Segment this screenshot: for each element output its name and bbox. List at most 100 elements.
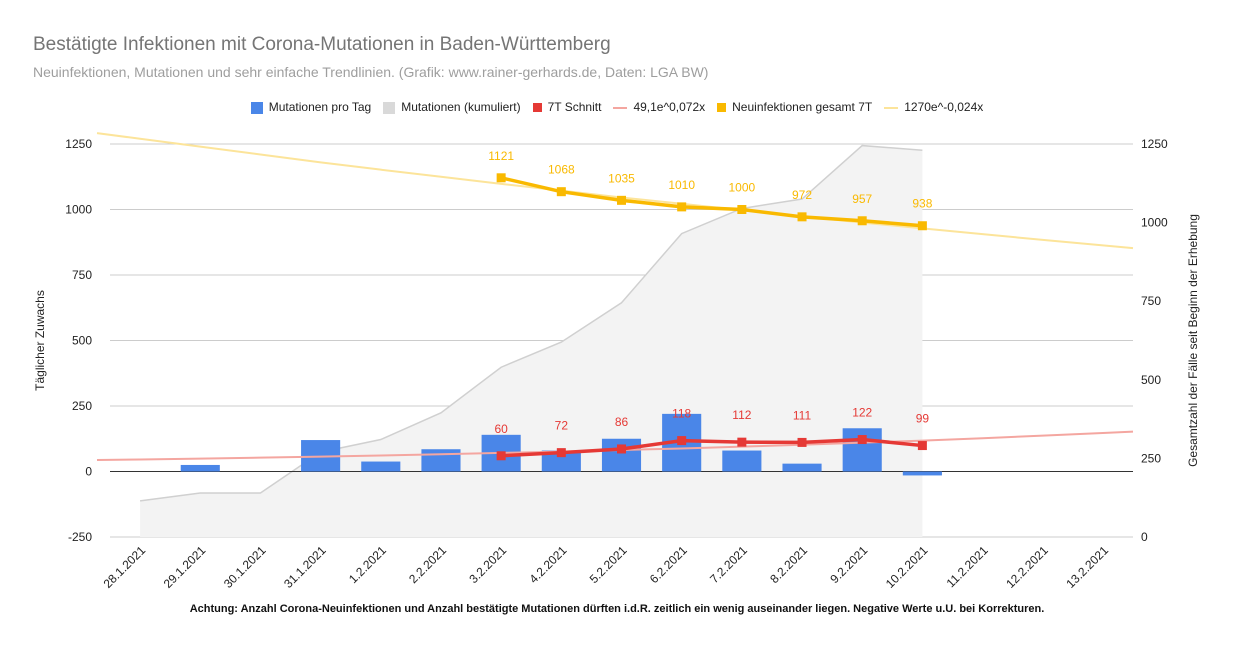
x-tick-label: 29.1.2021 [161, 543, 209, 591]
legend-swatch [383, 101, 396, 114]
x-tick-label: 28.1.2021 [101, 543, 149, 591]
data-point [617, 444, 626, 454]
data-label: 1068 [548, 163, 575, 177]
data-point [617, 195, 626, 205]
data-point [917, 441, 927, 451]
y2-tick-label: 1000 [1141, 216, 1168, 230]
chart-subtitle: Neuinfektionen, Mutationen und sehr einf… [33, 64, 709, 80]
x-tick-label: 8.2.2021 [767, 543, 810, 586]
legend-label: Mutationen pro Tag [268, 100, 372, 114]
bar [722, 450, 762, 472]
x-tick-label: 9.2.2021 [827, 543, 870, 586]
trendline [96, 132, 1134, 250]
data-point [556, 187, 566, 197]
bar [842, 428, 882, 472]
x-tick-label: 6.2.2021 [647, 543, 690, 586]
chart-title: Bestätigte Infektionen mit Corona-Mutati… [33, 34, 611, 55]
data-point [737, 205, 747, 214]
data-label: 972 [792, 188, 812, 202]
bar [541, 450, 581, 472]
x-tick-label: 11.2.2021 [944, 543, 991, 590]
x-tick-label: 4.2.2021 [527, 543, 570, 586]
data-point [496, 451, 506, 461]
legend-swatch [250, 101, 263, 114]
y-tick-label: -250 [68, 530, 92, 544]
data-label: 72 [555, 419, 569, 433]
y2-tick-label: 1250 [1141, 137, 1168, 151]
bar [902, 471, 942, 476]
legend-swatch [717, 103, 727, 113]
legend-item[interactable]: Neuinfektionen gesamt 7T [717, 100, 872, 114]
x-tick-label: 3.2.2021 [466, 543, 509, 586]
legend-label: Mutationen (kumuliert) [401, 100, 521, 114]
y-tick-label: 500 [72, 334, 92, 348]
data-label: 1121 [488, 149, 514, 163]
x-tick-label: 13.2.2021 [1063, 543, 1111, 591]
data-point [857, 435, 867, 445]
y-tick-label: 1000 [65, 203, 92, 217]
data-label: 99 [916, 412, 930, 426]
y2-tick-label: 500 [1141, 373, 1161, 387]
data-point [737, 437, 747, 447]
y2-tick-label: 250 [1141, 451, 1161, 465]
legend-item[interactable]: 49,1e^0,072x [613, 100, 705, 114]
legend-item[interactable]: Mutationen pro Tag [250, 100, 372, 114]
legend-item[interactable]: 1270e^-0,024x [884, 100, 983, 114]
data-label: 938 [912, 197, 932, 211]
bar [180, 464, 220, 472]
legend-swatch [884, 106, 899, 109]
x-tick-label: 30.1.2021 [221, 543, 269, 591]
data-label: 118 [672, 407, 691, 421]
y-tick-label: 1250 [65, 137, 92, 151]
legend-label: 1270e^-0,024x [904, 100, 984, 114]
legend-label: 7T Schnitt [547, 100, 602, 114]
bar [421, 449, 461, 472]
data-point [556, 448, 566, 458]
series-line [500, 176, 923, 228]
x-tick-label: 10.2.2021 [883, 543, 931, 591]
legend-label: Neuinfektionen gesamt 7T [732, 100, 873, 114]
legend-item[interactable]: Mutationen (kumuliert) [383, 100, 521, 114]
chart-legend: Mutationen pro Tag Mutationen (kumuliert)… [0, 100, 1234, 114]
data-point [496, 173, 506, 183]
legend-swatch [613, 106, 628, 109]
x-tick-label: 5.2.2021 [587, 543, 630, 586]
data-label: 1035 [608, 171, 635, 185]
bar [601, 438, 642, 472]
legend-label: 49,1e^0,072x [633, 100, 706, 114]
data-label: 957 [852, 192, 872, 206]
y-tick-label: 750 [72, 268, 92, 282]
series-line [501, 437, 923, 458]
y-axis-label: Täglicher Zuwachs [33, 290, 47, 391]
y2-axis-label: Gesamtzahl der Fälle seit Beginn der Erh… [1186, 214, 1200, 467]
bar [361, 461, 401, 472]
y-tick-label: 0 [85, 465, 92, 479]
data-label: 60 [494, 422, 508, 436]
y2-tick-label: 0 [1141, 530, 1148, 544]
area-line [139, 144, 923, 502]
x-tick-label: 7.2.2021 [707, 543, 750, 586]
data-label: 111 [793, 408, 812, 422]
y-tick-label: 250 [72, 399, 92, 413]
bar [782, 463, 822, 472]
data-label: 112 [732, 408, 751, 422]
data-point [857, 216, 867, 226]
data-point [797, 212, 807, 222]
data-label: 122 [852, 406, 872, 420]
legend-item[interactable]: 7T Schnitt [532, 100, 602, 114]
x-tick-label: 31.1.2021 [281, 543, 329, 591]
y2-tick-label: 750 [1141, 294, 1161, 308]
data-point [797, 437, 807, 447]
data-point [677, 436, 687, 446]
chart-footnote: Achtung: Anzahl Corona-Neuinfektionen un… [189, 603, 1045, 615]
x-tick-label: 12.2.2021 [1003, 543, 1051, 591]
x-tick-label: 1.2.2021 [346, 543, 389, 586]
area-fill [140, 145, 923, 537]
data-label: 1010 [668, 178, 695, 192]
x-tick-label: 2.2.2021 [406, 543, 449, 586]
data-label: 1000 [729, 181, 756, 195]
legend-swatch [532, 103, 542, 113]
data-point [677, 202, 687, 212]
data-label: 86 [615, 415, 629, 429]
